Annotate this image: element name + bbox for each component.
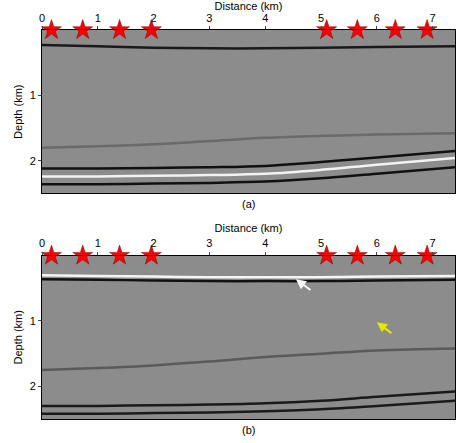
svg-text:Distance (km): Distance (km) [215,0,283,12]
svg-text:4: 4 [262,237,268,249]
svg-text:2: 2 [30,155,36,167]
svg-text:2: 2 [151,12,157,24]
svg-text:2: 2 [151,237,157,249]
svg-text:5: 5 [318,237,324,249]
svg-text:(a): (a) [242,198,255,210]
svg-text:4: 4 [262,12,268,24]
svg-text:7: 7 [430,237,436,249]
svg-text:7: 7 [430,12,436,24]
svg-text:Distance (km): Distance (km) [215,222,283,234]
svg-text:(b): (b) [242,424,255,436]
svg-text:3: 3 [206,12,212,24]
svg-text:6: 6 [374,237,380,249]
svg-text:1: 1 [95,237,101,249]
svg-text:Depth (km): Depth (km) [12,310,24,364]
svg-text:1: 1 [30,89,36,101]
svg-text:0: 0 [39,12,45,24]
svg-text:2: 2 [30,380,36,392]
svg-text:6: 6 [374,12,380,24]
svg-text:3: 3 [206,237,212,249]
svg-text:Depth (km): Depth (km) [12,84,24,138]
svg-text:5: 5 [318,12,324,24]
svg-text:1: 1 [30,315,36,327]
svg-text:0: 0 [39,237,45,249]
svg-text:1: 1 [95,12,101,24]
